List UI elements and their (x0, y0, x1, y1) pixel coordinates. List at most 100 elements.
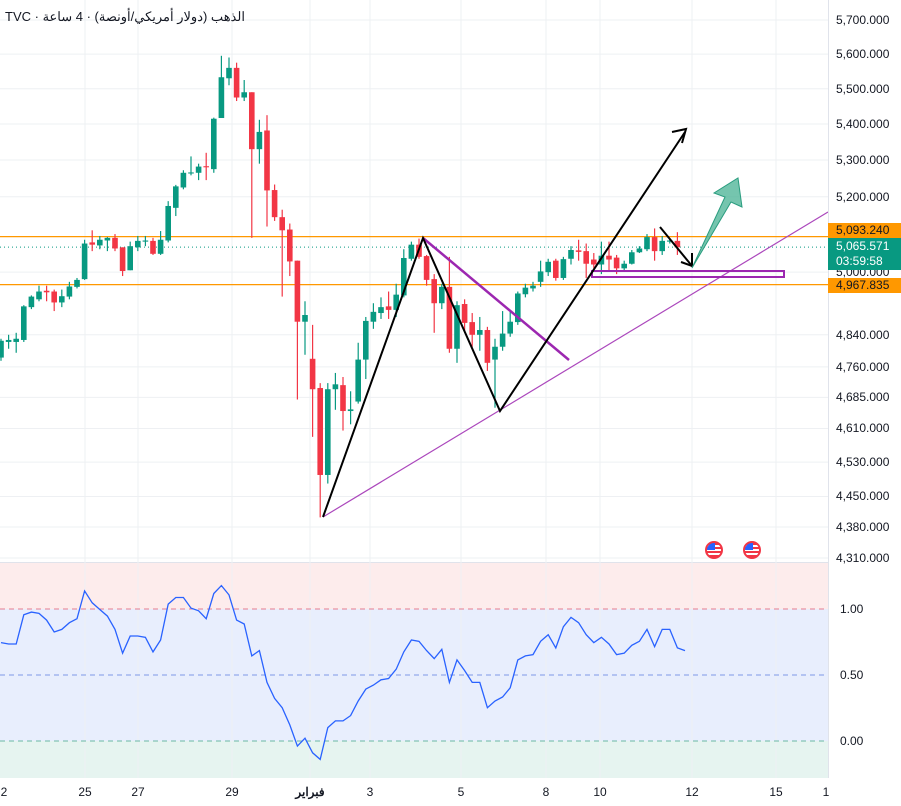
candle (309, 324, 316, 437)
time-label: 15 (769, 785, 783, 799)
candle-body (157, 239, 164, 254)
candle-body (575, 250, 582, 252)
ascending-trendline[interactable] (322, 211, 829, 518)
candle (89, 230, 95, 252)
candle-body (66, 286, 73, 297)
us-flag-event-icon[interactable] (743, 541, 761, 559)
candle (241, 80, 247, 102)
candle (127, 241, 133, 271)
candle-body (226, 67, 232, 79)
bar-countdown: 03:59:58 (836, 253, 883, 268)
candle-body (667, 240, 673, 242)
candle (370, 303, 377, 329)
time-label: 12 (685, 785, 699, 799)
candle (233, 62, 240, 102)
vertical-gridlines (84, 0, 777, 778)
support-price-tag: 4,967.835 (828, 277, 901, 293)
price-axis-label: 5,700.000 (836, 13, 890, 27)
candle (469, 313, 475, 347)
candle-body (28, 296, 35, 308)
candle-body (317, 388, 323, 475)
candle (385, 291, 392, 319)
candle-body (606, 255, 612, 260)
candle (180, 170, 187, 190)
price-axis-label: 4,840.000 (836, 327, 890, 342)
candle (629, 249, 635, 265)
candle (0, 338, 4, 361)
candle (112, 234, 118, 252)
candle (59, 289, 65, 308)
price-axis-label: 5,600.000 (836, 47, 890, 62)
price-axis-label: 5,300.000 (836, 153, 890, 168)
candle-body (142, 240, 149, 242)
candle (499, 311, 506, 351)
candle (157, 231, 164, 255)
candle-body (287, 229, 293, 262)
candle-body (59, 296, 65, 303)
candle-body (332, 384, 339, 390)
candle-body (180, 172, 187, 188)
arrow-head-icon (671, 127, 688, 144)
candle-body (621, 263, 627, 269)
candle-body (81, 243, 88, 280)
candle-body (644, 237, 650, 250)
candle (211, 117, 217, 173)
candle-body (393, 294, 399, 310)
candle (454, 301, 460, 363)
candle (203, 152, 209, 181)
candle-body (188, 172, 194, 174)
candle (218, 55, 225, 119)
time-label: 8 (542, 785, 550, 799)
candle-body (256, 131, 263, 150)
candle (294, 260, 301, 400)
price-axis-label: 4,610.000 (836, 421, 890, 436)
candle (674, 232, 681, 255)
candle (21, 305, 27, 342)
candle-body (211, 118, 217, 170)
candle (66, 281, 73, 300)
candle (431, 274, 437, 333)
projection-arrow-icon[interactable] (691, 177, 743, 269)
candle (347, 391, 354, 425)
candle (249, 92, 255, 238)
candle-body (0, 340, 4, 358)
demand-zone-rectangle[interactable] (591, 270, 785, 278)
candle (575, 239, 582, 261)
us-flag-event-icon[interactable] (705, 541, 723, 559)
indicator-line (0, 584, 686, 761)
time-label: 29 (225, 785, 239, 799)
price-axis-label: 4,310.000 (836, 551, 890, 565)
candle (142, 235, 149, 247)
candle (423, 254, 430, 286)
candle-body (36, 291, 42, 300)
candle (325, 383, 331, 484)
candle-body (507, 321, 513, 334)
candle-body (340, 385, 346, 412)
candle-body (363, 320, 369, 360)
candle-body (135, 240, 141, 248)
down-arrow-drawing[interactable] (659, 226, 693, 267)
candle (355, 342, 361, 404)
candle-body (294, 260, 301, 322)
candle-body (598, 255, 605, 265)
indicator-label-middle: 0.50 (840, 668, 864, 682)
descending-trendline[interactable] (422, 237, 570, 361)
candle-body (461, 304, 468, 323)
candle-body (249, 92, 255, 150)
candle (545, 258, 551, 277)
candle-body (150, 240, 156, 254)
candle (461, 299, 468, 333)
symbol-title[interactable]: TVC · الذهب (دولار أمريكي/أونصة) · 4 ساع… (5, 9, 245, 24)
candle-body (5, 339, 12, 342)
candle-body (469, 322, 475, 335)
candle-body (97, 239, 103, 246)
time-label-month: فبراير (295, 785, 325, 799)
candle (484, 326, 491, 371)
indicator-label-upper: 1.00 (840, 602, 864, 616)
last-price-tag: 5,065.571 03:59:58 (828, 237, 901, 270)
zigzag-pattern-path[interactable] (322, 131, 686, 518)
candle (560, 256, 567, 280)
candle (507, 311, 513, 337)
candle-body (401, 257, 407, 296)
